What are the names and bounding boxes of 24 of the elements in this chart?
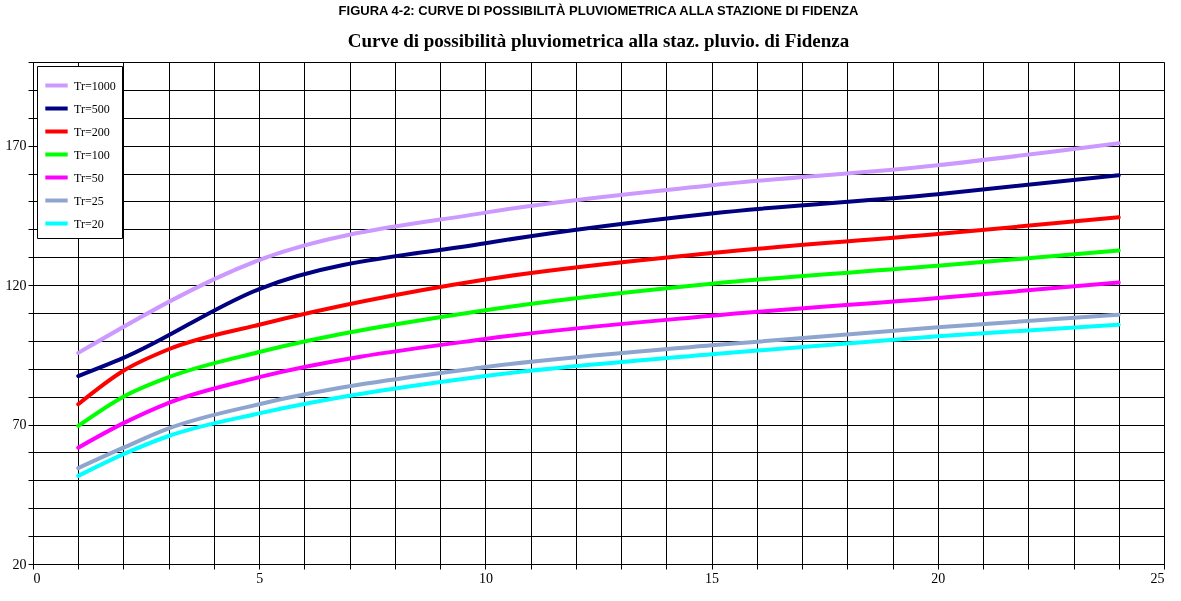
line-series [76,280,1121,450]
legend-label: Tr=50 [74,170,104,185]
line-series [76,141,1121,355]
x-tick-label: 25 [1150,570,1165,586]
chart-subtitle: Curve di possibilità pluviometrica alla staz. pluvio. di Fidenza [347,30,850,51]
chart-title: FIGURA 4-2: CURVE DI POSSIBILITÀ PLUVIOMETRICA ALLA STAZIONE DI FIDENZA [338,3,859,18]
line-series [76,173,1121,379]
y-tick-label: 120 [5,277,27,293]
legend-label: Tr=1000 [74,78,116,93]
y-tick-label: 20 [12,556,27,572]
x-tick-label: 5 [256,570,264,586]
legend-label: Tr=200 [74,124,110,139]
y-tick-label: 170 [5,138,27,154]
line-series [76,248,1121,428]
legend-label: Tr=500 [74,101,110,116]
y-tick-label: 70 [12,417,27,433]
legend-label: Tr=25 [74,193,104,208]
legend-label: Tr=20 [74,216,104,231]
legend-label: Tr=100 [74,147,110,162]
x-tick-label: 0 [33,570,41,586]
line-series [76,215,1121,407]
x-tick-label: 15 [705,570,720,586]
x-tick-label: 10 [478,570,493,586]
x-tick-label: 20 [931,570,946,586]
